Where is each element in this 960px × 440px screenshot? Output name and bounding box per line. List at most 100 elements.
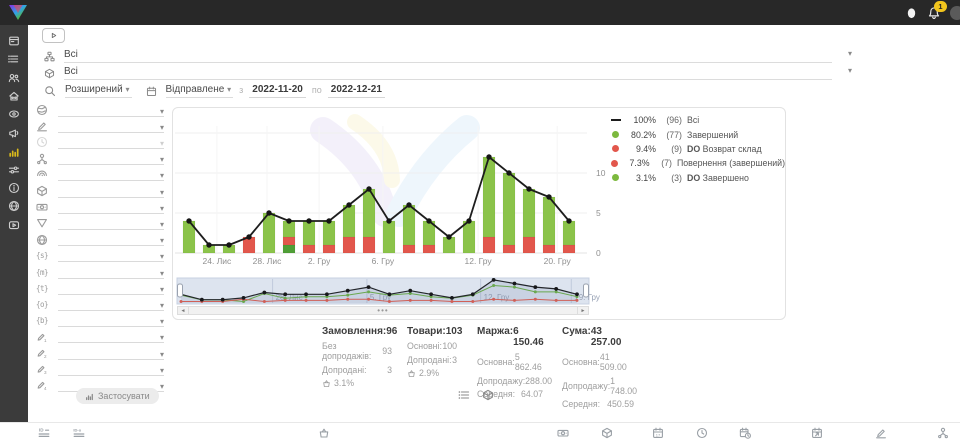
avatar[interactable] <box>905 6 918 20</box>
stat-subvalue: 5 862.46 <box>514 352 542 372</box>
stat-sublabel: Середня: <box>562 399 601 409</box>
pen-line-icon[interactable] <box>875 427 887 439</box>
profile-icon[interactable] <box>950 5 960 20</box>
caret-down-icon: ▾ <box>159 268 164 278</box>
legend-item-1[interactable]: 80.2% (77) Завершений <box>609 127 785 141</box>
legend-item-4[interactable]: 3.1% (3) DO Завершено <box>609 171 785 185</box>
filter-select-field[interactable]: ▾ <box>58 249 164 263</box>
svg-text:1: 1 <box>44 338 47 343</box>
filter-select-pen-num3: 3 ▾ <box>36 362 164 376</box>
navigator-handle-left[interactable] <box>177 283 183 298</box>
hierarchy-icon <box>36 153 49 165</box>
date-from-label: з <box>239 85 244 95</box>
calendar-17-icon[interactable]: 17 <box>652 427 664 439</box>
legend-dot-swatch <box>609 159 620 167</box>
filter-select-field[interactable]: ▾ <box>58 233 164 247</box>
filter-select-field[interactable]: ▾ <box>58 330 164 344</box>
basket-icon <box>322 379 331 388</box>
pen-2-icon: 2 <box>36 347 49 359</box>
filter-select-banknote: ▾ <box>36 200 164 214</box>
sidebar-item-sliders[interactable] <box>8 164 20 176</box>
chart-scrollbar[interactable]: ◄ ••• ► <box>177 306 589 315</box>
stat-sublabel: Допродажу: <box>562 380 611 391</box>
filter-select-field[interactable]: ▾ <box>58 120 164 133</box>
filter-select-field[interactable]: ▾ <box>58 282 164 295</box>
filter-select-field[interactable]: ▾ <box>58 168 164 182</box>
scroll-grip[interactable]: ••• <box>377 306 389 315</box>
product-select-caret-icon[interactable]: ▾ <box>848 66 853 75</box>
stat-value: 96 <box>386 326 398 337</box>
apply-button[interactable]: Застосувати <box>76 388 159 404</box>
id-o-lines-icon[interactable]: ID-o <box>73 427 85 439</box>
legend-dot-swatch <box>609 145 622 153</box>
product-select[interactable]: Всі <box>64 66 832 80</box>
caret-down-icon: ▾ <box>159 203 164 213</box>
banknote-icon[interactable] <box>557 427 569 439</box>
caret-down-icon: ▾ <box>159 171 164 181</box>
filter-select-field[interactable]: ▾ <box>58 347 164 360</box>
chart-legend: 100% (96) Всі 80.2% (77) Завершений 9.4% (9) DO … <box>609 113 785 185</box>
svg-text:3: 3 <box>44 370 47 375</box>
caret-down-icon: ▾ <box>159 155 164 165</box>
sidebar-item-info[interactable] <box>8 182 20 194</box>
legend-item-2[interactable]: 9.4% (9) DO Возврат склад <box>609 142 785 156</box>
video-tutorial-button[interactable] <box>42 28 65 43</box>
filter-select-s: {s} ▾ <box>36 249 164 263</box>
sidebar-item-chart[interactable] <box>8 146 20 158</box>
sidebar-item-list[interactable] <box>8 53 20 65</box>
filter-select-o: {o} ▾ <box>36 297 164 311</box>
basket-icon[interactable] <box>318 427 330 439</box>
person-network-icon[interactable] <box>937 427 949 439</box>
sidebar-item-megaphone[interactable] <box>8 127 20 139</box>
cube-toggle[interactable] <box>482 389 494 401</box>
sidebar-item-home[interactable] <box>8 90 20 102</box>
caret-down-icon: ▾ <box>159 317 164 327</box>
source-select[interactable]: Всі <box>64 49 832 63</box>
sidebar-item-users[interactable] <box>8 72 20 84</box>
search-mode-select[interactable]: Розширений ▾ <box>65 84 132 98</box>
filter-select-field[interactable]: ▾ <box>58 217 164 230</box>
scroll-left-button[interactable]: ◄ <box>178 307 189 314</box>
date-from-input[interactable]: 2022-11-20 <box>249 84 306 98</box>
sidebar-item-eye[interactable] <box>8 108 20 120</box>
clock-icon[interactable] <box>696 427 708 439</box>
sidebar-item-video[interactable] <box>8 219 20 231</box>
filter-select-field[interactable]: ▾ <box>58 201 164 214</box>
stat-column-2: Маржа: 6 150.46 Основна: 5 862.46 Допродажу:… <box>477 326 552 403</box>
orders-chart[interactable]: 24. Лис 28. Лис 2. Гру 6. Гру 12. Гру 20. Гру… <box>173 108 607 319</box>
filter-select-field[interactable]: ▾ <box>58 363 164 376</box>
search-icon[interactable] <box>44 85 56 97</box>
date-to-input[interactable]: 2022-12-21 <box>327 84 385 98</box>
svg-text:ID: ID <box>39 428 44 433</box>
sidebar-item-window[interactable] <box>8 35 20 47</box>
scroll-right-button[interactable]: ► <box>577 307 588 314</box>
filter-select-field[interactable]: ▾ <box>58 314 164 328</box>
filter-select-field[interactable]: ▾ <box>58 152 164 166</box>
list-view-toggle[interactable] <box>458 389 470 401</box>
cube-icon[interactable] <box>601 427 613 439</box>
filter-select-pen-num1: 1 ▾ <box>36 330 164 344</box>
filter-select-field[interactable]: ▾ <box>58 266 164 279</box>
caret-down-icon: ▾ <box>159 365 164 375</box>
legend-item-0[interactable]: 100% (96) Всі <box>609 113 785 127</box>
calendar-clock-icon[interactable] <box>739 427 751 439</box>
id-lines-icon[interactable]: ID <box>38 427 50 439</box>
filter-select-field[interactable]: ▾ <box>58 298 164 311</box>
source-select-caret-icon[interactable]: ▾ <box>848 49 853 58</box>
notifications-bell-icon[interactable]: 1 <box>927 1 947 20</box>
stat-sublabel: Середня: <box>477 389 516 399</box>
topbar: 1 <box>0 0 960 25</box>
date-type-select[interactable]: Відправлене ▾ <box>165 84 234 98</box>
filter-select-field[interactable]: ▾ <box>58 104 164 117</box>
search-mode-caret-icon: ▾ <box>125 85 130 94</box>
brace-s-icon: {s} <box>36 251 49 261</box>
stat-subrow: 3.1% <box>322 378 392 388</box>
navigator-handle-right[interactable] <box>583 283 589 298</box>
calendar-arrow-icon[interactable] <box>811 427 823 439</box>
app-logo-icon[interactable] <box>7 2 29 23</box>
legend-item-3[interactable]: 7.3% (7) Повернення (завершений) <box>609 156 785 170</box>
pen-4-icon: 4 <box>36 379 49 391</box>
sidebar-item-globe[interactable] <box>8 200 20 212</box>
filter-select-field[interactable]: ▾ <box>58 136 164 149</box>
filter-select-field[interactable]: ▾ <box>58 185 164 198</box>
